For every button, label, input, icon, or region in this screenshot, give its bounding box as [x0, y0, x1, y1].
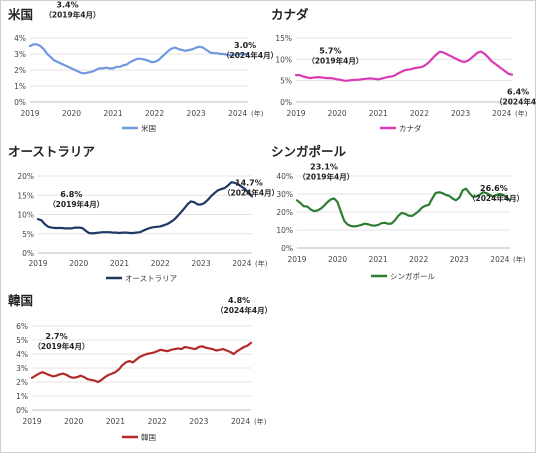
- x-tick-label-3-5: 2024: [490, 255, 509, 264]
- x-tick-label-2-2: 2021: [110, 259, 129, 268]
- annotation-value-1-1: 6.4%: [507, 88, 529, 97]
- x-tick-label-4-1: 2020: [64, 417, 83, 426]
- x-tick-label-2-5: 2024: [232, 259, 251, 268]
- y-tick-label-2-4: 20%: [17, 172, 34, 181]
- legend-label-3-0: シンガポール: [390, 271, 435, 281]
- y-tick-label-4-0: 0%: [16, 406, 28, 415]
- x-tick-label-0-0: 2019: [20, 109, 39, 118]
- chart-title-4: 韓国: [8, 293, 33, 308]
- x-unit-label-4: (年): [254, 417, 267, 426]
- x-tick-label-1-4: 2023: [451, 109, 470, 118]
- annotation-date-2-1: （2024年4月）: [223, 187, 279, 197]
- chart-title-0: 米国: [7, 7, 33, 22]
- chart-title-2: オーストラリア: [8, 144, 95, 159]
- y-tick-label-3-0: 0%: [281, 244, 293, 253]
- y-tick-label-2-3: 15%: [17, 191, 34, 200]
- x-tick-label-3-4: 2023: [450, 255, 469, 264]
- annotation-value-0-1: 3.0%: [234, 41, 256, 50]
- y-tick-label-0-0: 0%: [14, 98, 26, 107]
- x-unit-label-3: (年): [513, 255, 526, 264]
- x-tick-label-1-3: 2022: [410, 109, 429, 118]
- annotation-value-1-0: 5.7%: [319, 47, 341, 56]
- y-tick-label-2-1: 5%: [22, 230, 34, 239]
- x-tick-label-3-1: 2020: [328, 255, 347, 264]
- x-tick-label-4-3: 2022: [148, 417, 167, 426]
- x-tick-label-4-0: 2019: [22, 417, 41, 426]
- y-tick-label-2-0: 0%: [22, 249, 34, 258]
- series-line-1-0: [294, 50, 514, 82]
- y-tick-label-4-4: 4%: [16, 350, 28, 359]
- y-tick-label-4-3: 3%: [16, 364, 28, 373]
- x-tick-label-4-2: 2021: [106, 417, 125, 426]
- y-tick-label-4-5: 5%: [16, 336, 28, 345]
- x-tick-label-0-1: 2020: [62, 109, 81, 118]
- annotation-value-0-0: 3.4%: [56, 1, 78, 10]
- y-tick-label-1-2: 10%: [275, 55, 292, 64]
- y-tick-label-3-1: 10%: [276, 226, 293, 235]
- series-line-0-0: [28, 43, 250, 75]
- y-tick-label-2-2: 10%: [17, 211, 34, 220]
- y-tick-label-1-1: 5%: [280, 77, 292, 86]
- y-tick-label-1-3: 15%: [275, 34, 292, 43]
- x-tick-label-1-5: 2024: [492, 109, 511, 118]
- y-tick-label-3-2: 20%: [276, 208, 293, 217]
- annotation-date-1-0: （2019年4月）: [307, 56, 363, 66]
- x-tick-label-1-2: 2021: [369, 109, 388, 118]
- series-line-3-0: [295, 187, 512, 228]
- annotation-value-2-0: 6.8%: [60, 190, 82, 199]
- x-unit-label-0: (年): [251, 109, 264, 118]
- legend-label-1-0: カナダ: [399, 123, 422, 133]
- x-tick-label-2-1: 2020: [69, 259, 88, 268]
- x-tick-label-3-3: 2022: [409, 255, 428, 264]
- y-tick-label-0-1: 1%: [14, 82, 26, 91]
- annotation-date-3-0: （2019年4月）: [298, 171, 354, 181]
- annotation-date-0-1: （2024年4月）: [222, 50, 278, 60]
- annotation-value-4-0: 2.7%: [45, 332, 67, 341]
- annotation-value-3-1: 26.6%: [480, 184, 508, 193]
- y-tick-label-0-2: 2%: [14, 66, 26, 75]
- annotation-date-1-1: （2024年4月）: [495, 97, 536, 107]
- y-tick-label-4-1: 1%: [16, 392, 28, 401]
- x-tick-label-2-0: 2019: [28, 259, 47, 268]
- y-tick-label-4-2: 2%: [16, 378, 28, 387]
- annotation-date-0-0: （2019年4月）: [44, 10, 100, 20]
- x-tick-label-2-4: 2023: [192, 259, 211, 268]
- annotation-value-4-1: 4.8%: [228, 296, 250, 305]
- legend-label-2-0: オーストラリア: [125, 274, 177, 283]
- x-unit-label-1: (年): [515, 109, 528, 118]
- y-tick-label-4-6: 6%: [16, 322, 28, 331]
- x-tick-label-0-5: 2024: [228, 109, 247, 118]
- annotation-date-4-0: （2019年4月）: [33, 341, 89, 351]
- annotation-date-4-1: （2024年4月）: [216, 305, 272, 315]
- x-tick-label-4-5: 2024: [231, 417, 250, 426]
- series-line-2-0: [36, 181, 254, 235]
- annotation-date-2-0: （2019年4月）: [48, 199, 104, 209]
- y-tick-label-3-4: 40%: [276, 172, 293, 181]
- legend-label-4-0: 韓国: [141, 432, 156, 442]
- legend-label-0-0: 米国: [141, 123, 156, 133]
- x-tick-label-1-1: 2020: [328, 109, 347, 118]
- x-tick-label-0-2: 2021: [104, 109, 123, 118]
- x-tick-label-4-4: 2023: [189, 417, 208, 426]
- series-line-4-0: [30, 341, 253, 384]
- x-tick-label-3-2: 2021: [369, 255, 388, 264]
- x-tick-label-0-4: 2023: [187, 109, 206, 118]
- y-tick-label-3-3: 30%: [276, 190, 293, 199]
- annotation-date-3-1: （2024年4月）: [468, 193, 524, 203]
- chart-title-3: シンガポール: [271, 144, 347, 159]
- annotation-value-2-1: 14.7%: [235, 178, 263, 187]
- annotation-value-3-0: 23.1%: [310, 162, 338, 171]
- x-tick-label-0-3: 2022: [145, 109, 164, 118]
- x-tick-label-2-3: 2022: [151, 259, 170, 268]
- y-tick-label-0-4: 4%: [14, 34, 26, 43]
- x-unit-label-2: (年): [255, 259, 268, 268]
- x-tick-label-3-0: 2019: [287, 255, 306, 264]
- chart-title-1: カナダ: [271, 7, 309, 22]
- y-tick-label-0-3: 3%: [14, 50, 26, 59]
- y-tick-label-1-0: 0%: [280, 98, 292, 107]
- x-tick-label-1-0: 2019: [286, 109, 305, 118]
